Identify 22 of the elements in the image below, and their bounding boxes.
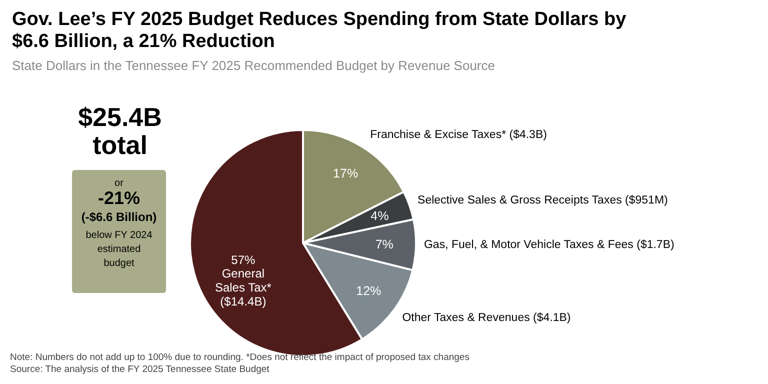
text: (-$6.6 Billion) bbox=[81, 210, 157, 224]
chart-subtitle: State Dollars in the Tennessee FY 2025 Recommended Budget by Revenue Source bbox=[12, 58, 495, 73]
slice-label: Other Taxes & Revenues ($4.1B) bbox=[402, 312, 571, 324]
data-label: 17% bbox=[333, 166, 358, 181]
slice-label: Selective Sales & Gross Receipts Taxes ($951M) bbox=[418, 194, 668, 207]
slice-label: General Sales Tax* ($14.4B) bbox=[214, 266, 272, 308]
text: $25.4B bbox=[78, 102, 162, 132]
text: below FY 2024 bbox=[86, 230, 153, 241]
data-label: 12% bbox=[356, 284, 382, 298]
text: -21% bbox=[98, 188, 140, 208]
slice-label: Gas, Fuel, & Motor Vehicle Taxes & Fees ($1.7B) bbox=[424, 239, 674, 252]
data-label: 4% bbox=[370, 208, 389, 223]
text: Note: Numbers do not add up to 100% due to rounding. *Does not reflect the impact of proposed tax changes bbox=[10, 352, 470, 363]
chart-title: Gov. Lee’s FY 2025 Budget Reduces Spending from State Dollars by $6.6 Billion, a 21% Reduction bbox=[12, 9, 627, 52]
source-note: Source: The analysis of the FY 2025 Tennessee State Budget bbox=[10, 364, 270, 375]
text: total bbox=[92, 130, 148, 160]
slice-label: Franchise & Excise Taxes* ($4.3B) bbox=[370, 128, 548, 141]
data-label: 57% bbox=[231, 252, 256, 267]
data-label: 7% bbox=[375, 237, 394, 252]
text: or bbox=[114, 178, 124, 189]
text: estimated bbox=[97, 244, 141, 255]
text: budget bbox=[104, 258, 135, 269]
